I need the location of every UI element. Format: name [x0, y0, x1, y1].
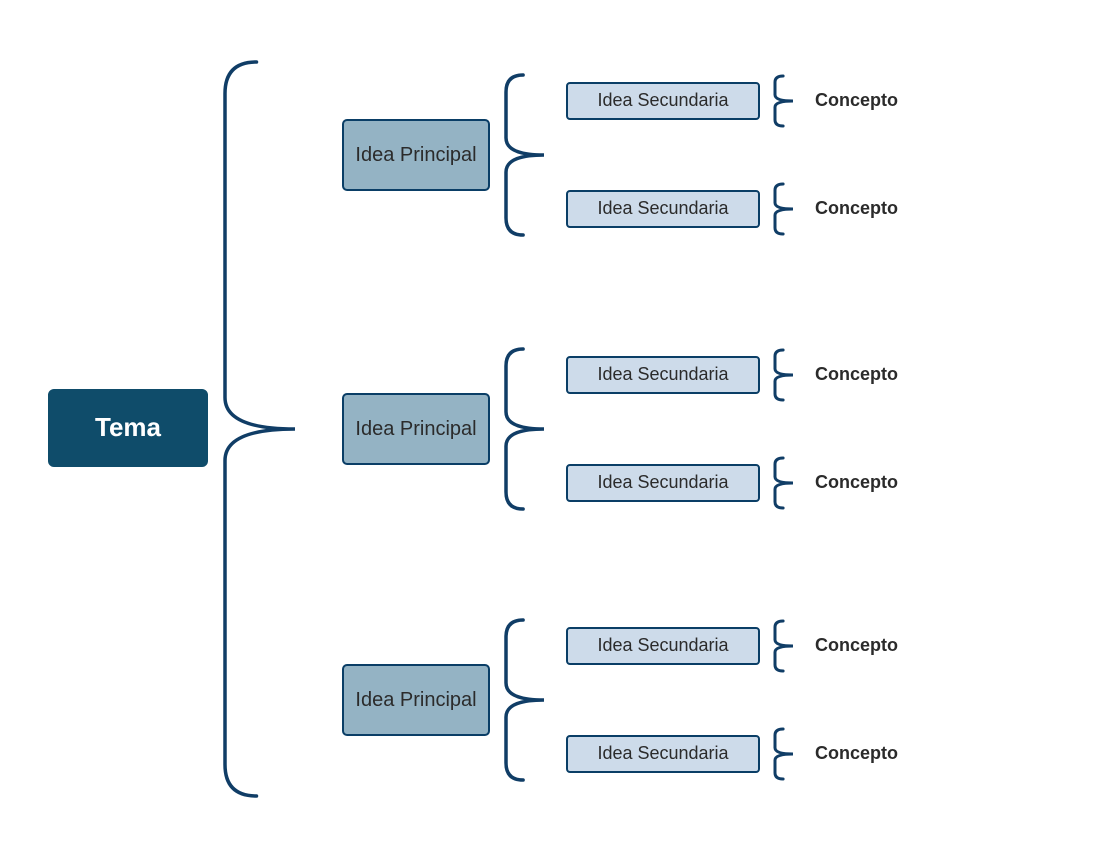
idea-principal-label: Idea Principal — [355, 688, 476, 712]
idea-principal-box: Idea Principal — [342, 393, 490, 465]
concepto-label: Concepto — [815, 743, 898, 764]
concepto-label: Concepto — [815, 364, 898, 385]
brace-mid — [506, 620, 544, 780]
brace-small — [775, 184, 793, 234]
idea-secundaria-box: Idea Secundaria — [566, 82, 760, 120]
tema-label: Tema — [95, 412, 161, 443]
idea-principal-label: Idea Principal — [355, 143, 476, 167]
idea-principal-box: Idea Principal — [342, 119, 490, 191]
diagram-canvas: Tema Idea Principal Idea Principal Idea … — [0, 0, 1120, 855]
brace-small — [775, 350, 793, 400]
brace-small — [775, 76, 793, 126]
idea-secundaria-box: Idea Secundaria — [566, 735, 760, 773]
idea-principal-label: Idea Principal — [355, 417, 476, 441]
brace-small — [775, 729, 793, 779]
idea-secundaria-box: Idea Secundaria — [566, 190, 760, 228]
brace-small — [775, 621, 793, 671]
idea-secundaria-box: Idea Secundaria — [566, 464, 760, 502]
idea-secundaria-label: Idea Secundaria — [597, 198, 728, 220]
idea-secundaria-label: Idea Secundaria — [597, 743, 728, 765]
idea-secundaria-label: Idea Secundaria — [597, 90, 728, 112]
idea-secundaria-box: Idea Secundaria — [566, 627, 760, 665]
concepto-label: Concepto — [815, 198, 898, 219]
brace-main — [225, 62, 295, 796]
idea-secundaria-label: Idea Secundaria — [597, 635, 728, 657]
concepto-label: Concepto — [815, 90, 898, 111]
idea-secundaria-box: Idea Secundaria — [566, 356, 760, 394]
idea-secundaria-label: Idea Secundaria — [597, 472, 728, 494]
tema-box: Tema — [48, 389, 208, 467]
concepto-label: Concepto — [815, 635, 898, 656]
brace-mid — [506, 349, 544, 509]
idea-secundaria-label: Idea Secundaria — [597, 364, 728, 386]
brace-small — [775, 458, 793, 508]
concepto-label: Concepto — [815, 472, 898, 493]
idea-principal-box: Idea Principal — [342, 664, 490, 736]
brace-mid — [506, 75, 544, 235]
